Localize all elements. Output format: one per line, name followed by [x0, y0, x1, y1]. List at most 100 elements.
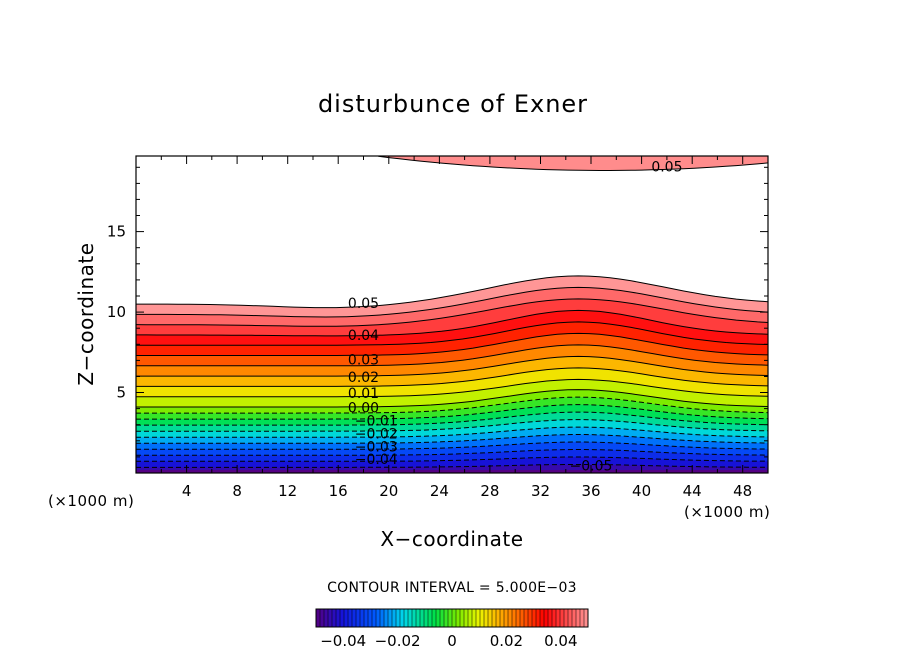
colorbar-swatch: [428, 609, 433, 627]
colorbar-swatch: [548, 609, 553, 627]
x-tick-label: 44: [683, 482, 702, 500]
x-tick-label: 36: [581, 482, 600, 500]
x-tick-label: 28: [480, 482, 499, 500]
colorbar: −0.04 −0.02 0 0.02 0.04: [315, 608, 589, 650]
contour-line: [136, 378, 768, 398]
colorbar-swatch: [412, 609, 417, 627]
colorbar-swatch: [584, 609, 589, 627]
colorbar-swatch: [360, 609, 365, 627]
colorbar-swatch: [500, 609, 505, 627]
colorbar-swatch: [552, 609, 557, 627]
colorbar-tick-label: 0.04: [544, 632, 577, 650]
contour-interval-text: CONTOUR INTERVAL = 5.000E−03: [327, 580, 577, 596]
colorbar-swatch: [352, 609, 357, 627]
y-tick-label: 15: [107, 223, 126, 241]
colorbar-swatch: [384, 609, 389, 627]
x-tick-label: 8: [232, 482, 242, 500]
contour-line: [136, 332, 768, 356]
colorbar-swatch: [460, 609, 465, 627]
colorbar-tick-label: −0.04: [320, 632, 366, 650]
colorbar-swatch: [508, 609, 513, 627]
contour-line: [136, 404, 768, 420]
contour-label: 0.03: [348, 352, 379, 368]
colorbar-swatch: [316, 609, 321, 627]
colorbar-swatch: [440, 609, 445, 627]
contour-line: [136, 344, 768, 367]
colorbar-swatch: [336, 609, 341, 627]
colorbar-swatch: [420, 609, 425, 627]
colorbar-swatch: [320, 609, 325, 627]
contour-label: 0.02: [348, 370, 379, 386]
colorbar-swatch: [576, 609, 581, 627]
contour-line: [136, 411, 768, 426]
colorbar-swatch: [424, 609, 429, 627]
colorbar-tick-label: 0.02: [490, 632, 523, 650]
colorbar-frame: [315, 608, 589, 628]
colorbar-swatch: [400, 609, 405, 627]
contour-label: −0.02: [355, 426, 398, 442]
colorbar-swatch: [396, 609, 401, 627]
colorbar-swatch: [364, 609, 369, 627]
contour-line: [378, 156, 768, 171]
colorbar-swatch: [340, 609, 345, 627]
colorbar-tick-label: −0.02: [375, 632, 421, 650]
colorbar-swatch: [540, 609, 545, 627]
colorbar-swatch: [408, 609, 413, 627]
x-tick-label: 48: [733, 482, 752, 500]
colorbar-swatch: [376, 609, 381, 627]
contour-band: [376, 156, 768, 171]
colorbar-swatch: [556, 609, 561, 627]
colorbar-swatch: [436, 609, 441, 627]
contour-line: [136, 298, 768, 327]
contour-label: −0.04: [355, 452, 398, 468]
colorbar-swatch: [332, 609, 337, 627]
contour-line: [136, 441, 768, 450]
colorbar-swatch: [344, 609, 349, 627]
x-unit-label-left: (×1000 m): [48, 492, 134, 510]
colorbar-swatch: [560, 609, 565, 627]
colorbar-swatch: [472, 609, 477, 627]
contour-line: [136, 433, 768, 444]
colorbar-swatch: [532, 609, 537, 627]
contour-line: [136, 309, 768, 337]
colorbar-swatch: [380, 609, 385, 627]
x-tick-label: 24: [430, 482, 449, 500]
x-axis-label: X−coordinate: [380, 527, 523, 551]
colorbar-swatch: [328, 609, 333, 627]
contour-label: −0.03: [355, 439, 398, 455]
plot-frame: [135, 155, 769, 474]
x-tick-label: 12: [278, 482, 297, 500]
colorbar-swatch: [452, 609, 457, 627]
colorbar-swatch: [512, 609, 517, 627]
colorbar-swatch: [528, 609, 533, 627]
contour-label: 0.05: [651, 159, 682, 175]
colorbar-swatch: [544, 609, 549, 627]
contour-line: [136, 286, 768, 318]
colorbar-swatch: [580, 609, 585, 627]
colorbar-swatch: [536, 609, 541, 627]
x-tick-label: 40: [632, 482, 651, 500]
colorbar-swatch: [432, 609, 437, 627]
contour-band: [136, 470, 768, 473]
contour-line: [136, 419, 768, 432]
x-tick-label: 32: [531, 482, 550, 500]
colorbar-swatch: [520, 609, 525, 627]
x-unit-label-right: (×1000 m): [684, 503, 770, 521]
x-tick-label: 16: [329, 482, 348, 500]
colorbar-swatch: [468, 609, 473, 627]
contour-line: [136, 389, 768, 408]
y-axis-label: Z−coordinate: [74, 242, 98, 385]
contour-line: [136, 448, 768, 456]
contour-line: [136, 426, 768, 438]
colorbar-swatch: [416, 609, 421, 627]
colorbar-swatch: [372, 609, 377, 627]
contour-label: 0.00: [348, 401, 379, 417]
colorbar-swatch: [516, 609, 521, 627]
y-tick-label: 5: [116, 384, 126, 402]
x-tick-label: 4: [182, 482, 192, 500]
colorbar-tick-label: 0: [447, 632, 457, 650]
colorbar-swatch: [524, 609, 529, 627]
colorbar-swatch: [456, 609, 461, 627]
